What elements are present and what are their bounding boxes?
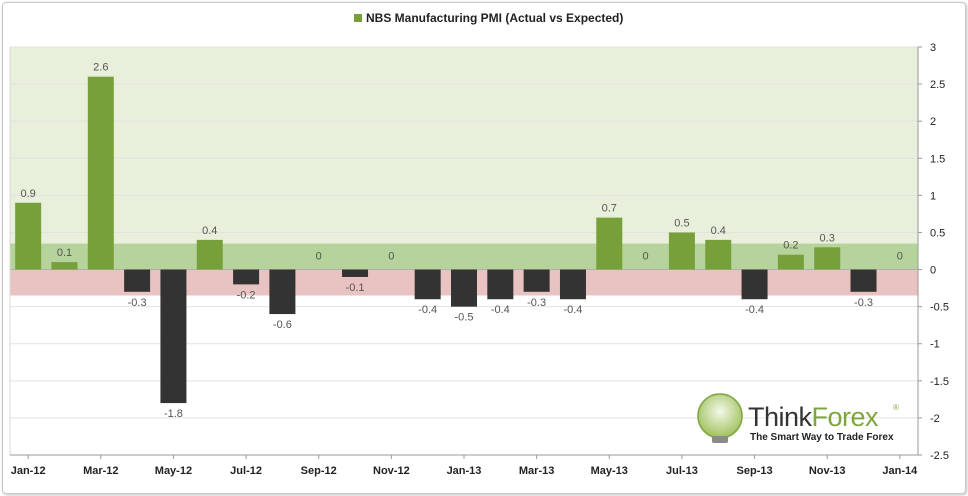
bar-Jun-12 xyxy=(196,239,223,270)
bar-Sep-13 xyxy=(741,269,768,300)
legend[interactable]: NBS Manufacturing PMI (Actual vs Expecte… xyxy=(354,11,623,25)
bar-Feb-12 xyxy=(51,262,78,270)
data-label-May-12: -1.8 xyxy=(164,408,183,420)
bar-Feb-13 xyxy=(487,269,514,300)
x-tick-label-Jul-13: Jul-13 xyxy=(666,465,698,477)
bar-Oct-13 xyxy=(777,254,804,270)
bar-May-12 xyxy=(160,269,187,404)
x-tick-label-Nov-12: Nov-12 xyxy=(373,465,410,477)
x-tick-label-Jan-12: Jan-12 xyxy=(11,465,46,477)
data-label-Jan-12: 0.9 xyxy=(21,188,36,200)
data-label-Jul-12: -0.2 xyxy=(237,289,256,301)
data-label-Apr-12: -0.3 xyxy=(128,297,147,309)
data-label-Mar-12: 2.6 xyxy=(93,62,108,74)
bar-Aug-12 xyxy=(269,269,296,315)
x-tick-label-Jul-12: Jul-12 xyxy=(230,465,262,477)
x-tick-label-May-13: May-13 xyxy=(591,465,628,477)
data-label-Oct-12: -0.1 xyxy=(346,282,365,294)
data-label-May-13: 0.7 xyxy=(602,203,617,215)
bar-Mar-12 xyxy=(87,76,114,270)
lightbulb-icon xyxy=(697,393,743,439)
bar-May-13 xyxy=(596,217,623,270)
logo-registered-mark: ® xyxy=(893,403,899,412)
data-label-Dec-12: -0.4 xyxy=(418,304,437,316)
data-label-Apr-13: -0.4 xyxy=(563,304,582,316)
logo-name: ThinkForex xyxy=(748,402,879,432)
x-tick-label-Jan-14: Jan-14 xyxy=(882,465,918,477)
bar-Jul-13 xyxy=(668,232,695,270)
y-tick-label-0: 3 xyxy=(930,42,936,54)
bars xyxy=(15,76,877,404)
data-label-Feb-12: 0.1 xyxy=(57,247,72,259)
y-tick-label-4: 1 xyxy=(930,190,936,202)
y-tick-label-5: 0.5 xyxy=(930,227,945,239)
y-tick-label-8: -1 xyxy=(930,339,940,351)
y-tick-label-6: 0 xyxy=(930,265,936,277)
x-axis-ticks: Jan-12 Mar-12 May-12 Jul-12 Sep-12 Nov-12 Jan-… xyxy=(11,455,918,477)
bar-Jan-13 xyxy=(451,269,477,307)
x-tick-label-Nov-13: Nov-13 xyxy=(809,465,846,477)
x-tick-label-Mar-12: Mar-12 xyxy=(83,465,118,477)
bar-Apr-12 xyxy=(124,269,151,292)
y-axis-ticks: 3 2.5 2 1.5 1 0.5 0 -0.5 -1 -1.5 -2 -2.5 xyxy=(918,42,949,462)
data-label-Sep-13: -0.4 xyxy=(745,304,764,316)
x-tick-label-Jan-13: Jan-13 xyxy=(447,465,482,477)
y-tick-label-3: 1.5 xyxy=(930,153,945,165)
x-tick-label-Sep-13: Sep-13 xyxy=(737,465,773,477)
data-label-Nov-13: 0.3 xyxy=(820,232,835,244)
bar-Jan-12 xyxy=(15,202,42,270)
bar-Jul-12 xyxy=(233,269,260,285)
y-tick-label-1: 2.5 xyxy=(930,79,945,91)
data-labels: 0.9 0.1 2.6 -0.3 -1.8 0.4 -0.2 -0.6 0 -0.1 0 -0.4 -0… xyxy=(21,62,903,420)
data-label-Aug-13: 0.4 xyxy=(711,225,726,237)
y-tick-label-11: -2.5 xyxy=(930,450,949,462)
y-tick-label-2: 2 xyxy=(930,116,936,128)
legend-swatch xyxy=(354,14,362,22)
data-label-Dec-13: -0.3 xyxy=(854,297,873,309)
bar-Nov-13 xyxy=(814,247,841,270)
bar-Aug-13 xyxy=(705,239,732,270)
data-label-Oct-13: 0.2 xyxy=(783,240,798,252)
y-tick-label-10: -2 xyxy=(930,413,940,425)
x-tick-label-Mar-13: Mar-13 xyxy=(519,465,554,477)
band-1 xyxy=(10,243,918,270)
bar-Mar-13 xyxy=(523,269,550,292)
data-label-Jun-13: 0 xyxy=(643,251,649,263)
bar-Apr-13 xyxy=(559,269,586,300)
y-tick-label-9: -1.5 xyxy=(930,376,949,388)
bar-Dec-13 xyxy=(850,269,877,292)
data-label-Sep-12: 0 xyxy=(316,251,322,263)
thinkforex-logo: ThinkForex ® The Smart Way to Trade Fore… xyxy=(697,393,899,443)
data-label-Jan-14: 0 xyxy=(897,251,903,263)
data-label-Jul-13: 0.5 xyxy=(674,217,689,229)
data-label-Jun-12: 0.4 xyxy=(202,225,217,237)
x-tick-label-Sep-12: Sep-12 xyxy=(301,465,337,477)
logo-tagline: The Smart Way to Trade Forex xyxy=(750,432,894,443)
data-label-Mar-13: -0.3 xyxy=(527,297,546,309)
chart-title: NBS Manufacturing PMI (Actual vs Expecte… xyxy=(366,11,623,25)
data-label-Aug-12: -0.6 xyxy=(273,319,292,331)
lightbulb-base-icon xyxy=(712,436,728,443)
bar-Dec-12 xyxy=(414,269,441,300)
data-label-Feb-13: -0.4 xyxy=(491,304,510,316)
data-label-Nov-12: 0 xyxy=(388,251,394,263)
x-tick-label-May-12: May-12 xyxy=(155,465,192,477)
bar-Oct-12 xyxy=(342,269,369,277)
data-label-Jan-13: -0.5 xyxy=(455,312,474,324)
y-tick-label-7: -0.5 xyxy=(930,302,949,314)
